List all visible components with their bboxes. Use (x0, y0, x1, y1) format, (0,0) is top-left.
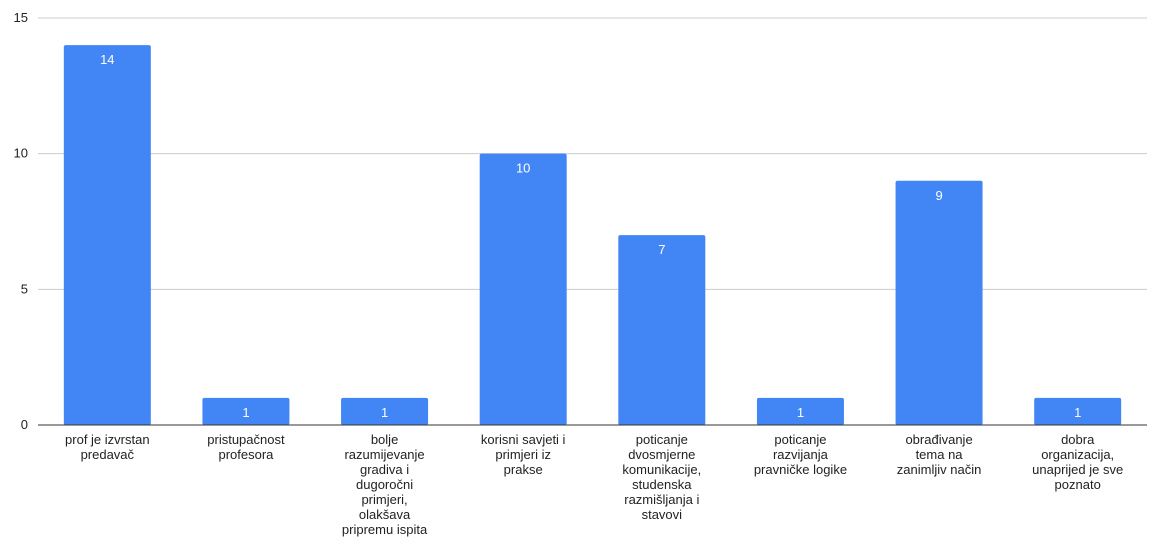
y-axis-ticks: 0 5 10 15 (14, 10, 28, 432)
x-tick-label: bolje razumijevanje gradiva i dugoročni prim… (342, 432, 428, 537)
data-labels: 14 1 1 10 7 1 9 1 (100, 52, 1081, 420)
x-tick-label: obrađivanje tema na zanimljiv način (897, 432, 982, 477)
y-tick-label: 15 (14, 10, 28, 25)
data-label: 10 (516, 161, 530, 176)
bars (63, 45, 1122, 426)
y-tick-label: 5 (21, 281, 28, 296)
x-tick-label: poticanje dvosmjerne komunikacije, studensk… (622, 432, 701, 522)
data-label: 1 (1074, 405, 1081, 420)
bar (895, 180, 983, 425)
x-tick-label: pristupačnost profesora (207, 432, 285, 462)
data-label: 1 (797, 405, 804, 420)
x-tick-label: prof je izvrstan predavač (65, 432, 150, 462)
y-tick-label: 10 (14, 146, 28, 161)
bar (202, 397, 290, 425)
data-label: 7 (658, 242, 665, 257)
y-tick-label: 0 (21, 417, 28, 432)
bar (479, 153, 567, 425)
bar (341, 397, 429, 425)
x-tick-label: korisni savjeti i primjeri iz prakse (481, 432, 566, 477)
bar (618, 235, 706, 425)
x-axis-ticks: prof je izvrstan predavač pristupačnost pro… (65, 432, 1123, 537)
bar (756, 397, 844, 425)
x-tick-label: poticanje razvijanja pravničke logike (754, 432, 847, 477)
x-tick-label: dobra organizacija, unaprijed je sve poznat… (1032, 432, 1123, 492)
data-label: 1 (242, 405, 249, 420)
data-label: 9 (935, 188, 942, 203)
bar (1034, 397, 1122, 425)
bar (63, 45, 151, 426)
data-label: 1 (381, 405, 388, 420)
data-label: 14 (100, 52, 114, 67)
